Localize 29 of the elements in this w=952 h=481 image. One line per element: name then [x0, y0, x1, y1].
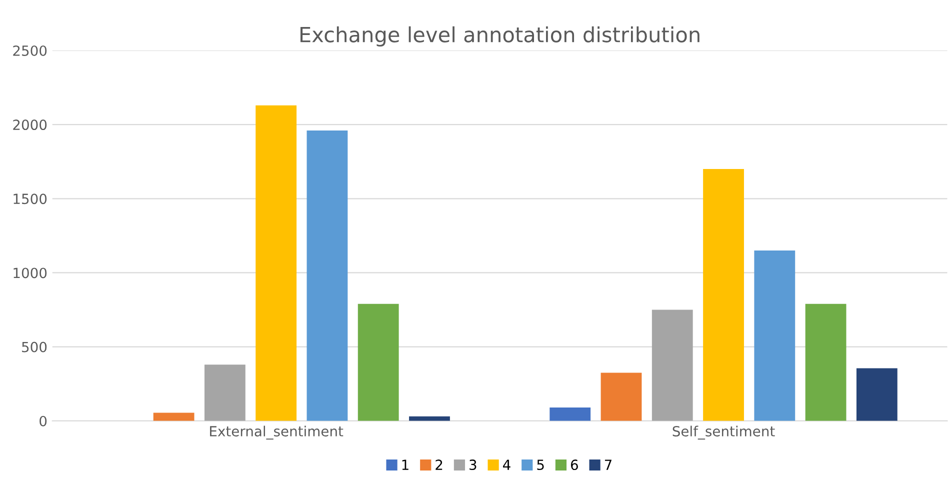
bar: [550, 408, 591, 421]
bar: [856, 368, 898, 421]
bar: [153, 412, 194, 421]
chart-title: Exchange level annotation distribution: [300, 26, 700, 47]
y-tick-label: 0: [40, 416, 47, 426]
bar: [358, 304, 399, 421]
y-tick-label: 1500: [14, 194, 47, 204]
legend-label: 7: [604, 460, 612, 470]
legend-label: 1: [402, 460, 408, 470]
x-tick-label: Self_sentiment: [672, 426, 775, 440]
legend-label: 6: [570, 460, 578, 470]
legend-label: 3: [470, 460, 476, 470]
bar: [256, 105, 297, 421]
y-tick-label: 1000: [14, 268, 47, 278]
legend-label: 4: [503, 460, 510, 470]
bar: [409, 416, 450, 421]
bar: [754, 250, 796, 421]
bar: [805, 304, 846, 421]
legend-label: 5: [537, 460, 544, 470]
y-tick-label: 2500: [13, 45, 47, 56]
bar: [600, 372, 642, 421]
x-tick-label: External_sentiment: [210, 426, 344, 440]
bar: [204, 364, 246, 421]
bar: [652, 310, 693, 421]
y-tick-label: 500: [22, 342, 47, 352]
legend-label: 2: [436, 460, 442, 470]
y-tick-label: 2000: [13, 120, 47, 130]
bar: [306, 130, 348, 421]
bar: [703, 169, 744, 421]
